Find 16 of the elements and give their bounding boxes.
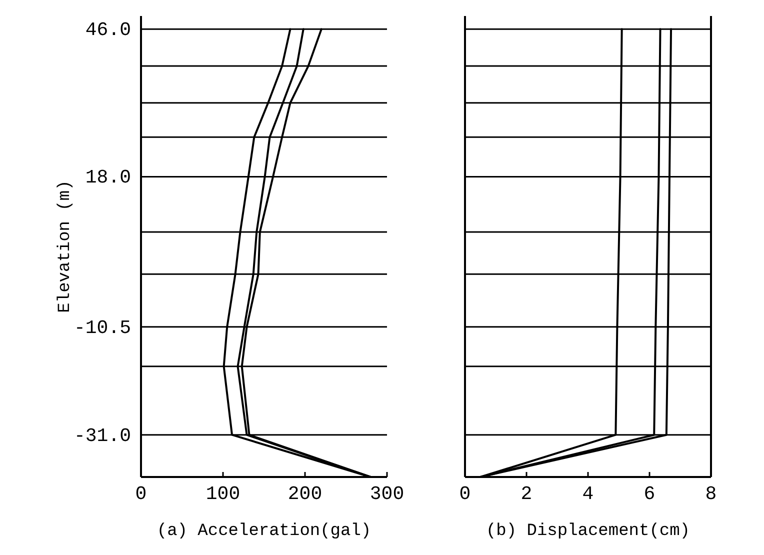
y-tick-label: 18.0 [85,166,131,189]
x-tick-label: 0 [459,483,471,505]
x-tick-label: 2 [520,483,532,505]
y-axis-title: Elevation (m) [56,180,75,313]
y-tick-label: -10.5 [74,316,131,339]
x-axis-title: (a) Acceleration(gal) [156,522,372,541]
x-tick-label: 200 [288,483,322,505]
x-tick-label: 4 [582,483,594,505]
x-tick-label: 0 [135,483,147,505]
x-tick-label: 8 [705,483,717,505]
x-axis-title: (b) Displacement(cm) [486,522,690,541]
y-tick-label: -31.0 [74,424,131,447]
x-tick-label: 100 [206,483,240,505]
y-tick-label: 46.0 [85,19,131,42]
x-tick-label: 6 [644,483,656,505]
x-tick-label: 300 [370,483,404,505]
